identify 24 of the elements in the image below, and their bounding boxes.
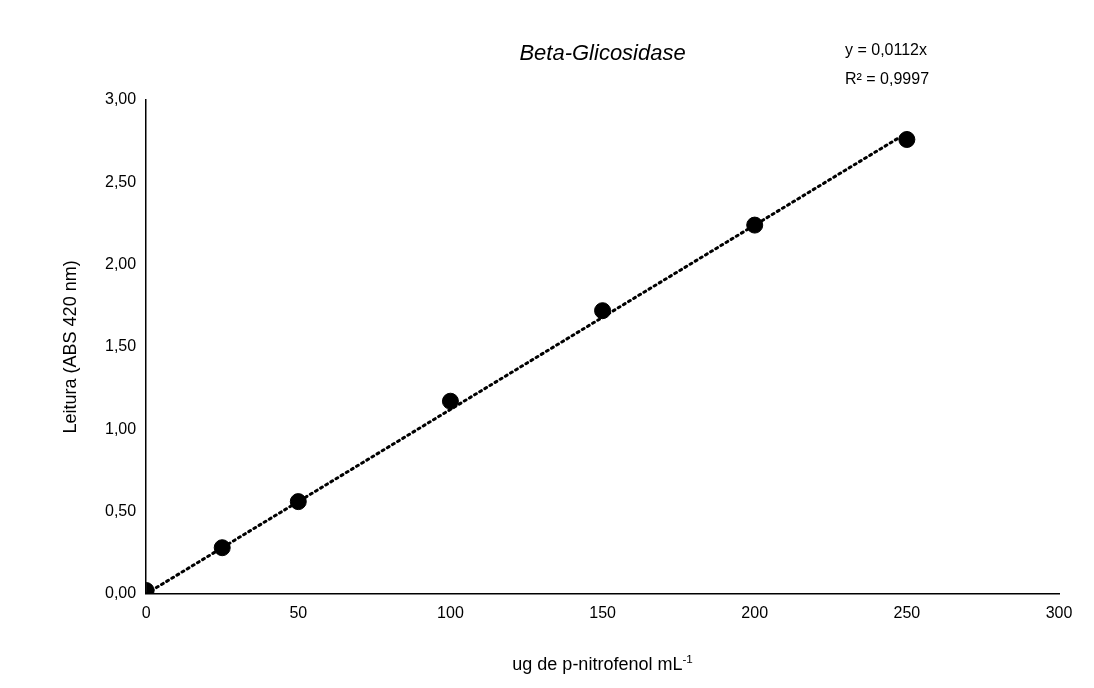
point <box>594 302 612 320</box>
x-tick-label: 50 <box>289 603 308 621</box>
x-tick-label: 150 <box>589 603 617 621</box>
point <box>213 539 231 557</box>
y-tick-label: 1,00 <box>105 419 137 437</box>
text: y = 0,0112x <box>845 41 927 58</box>
y-tick-label: 3,00 <box>105 90 137 108</box>
y-axis-title: Leitura (ABS 420 nm) <box>60 260 81 434</box>
y-tick-label: 2,50 <box>105 172 137 190</box>
y-tick-label: 2,00 <box>105 255 137 273</box>
y-tick-label: 0,50 <box>105 501 137 519</box>
x-tick-label: 100 <box>437 603 464 621</box>
point <box>441 392 459 410</box>
text: R² = 0,9997 <box>845 70 930 87</box>
x-tick-label: 300 <box>1045 603 1073 621</box>
point <box>289 493 307 511</box>
chart-title: Beta-Glicosidase <box>519 40 686 65</box>
point <box>898 131 916 148</box>
y-tick-label: 0,00 <box>105 584 137 602</box>
point <box>746 216 764 234</box>
x-tick-label: 0 <box>141 603 151 621</box>
x-tick-label: 250 <box>893 603 921 621</box>
x-tick-label: 200 <box>741 603 769 621</box>
y-tick-label: 1,50 <box>105 337 137 355</box>
